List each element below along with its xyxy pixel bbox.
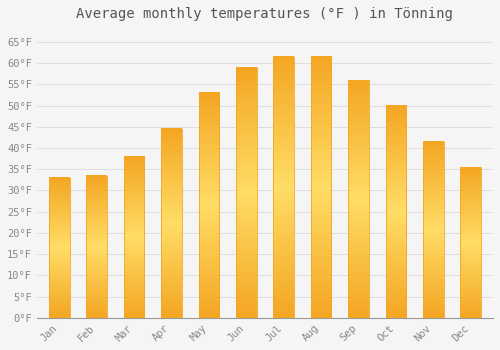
Title: Average monthly temperatures (°F ) in Tönning: Average monthly temperatures (°F ) in Tö… (76, 7, 454, 21)
Bar (124, 156, 144, 318)
Bar (49, 178, 70, 318)
Bar (310, 57, 332, 318)
Bar (386, 105, 406, 318)
Bar (460, 167, 481, 318)
Bar (348, 80, 368, 318)
Bar (236, 67, 256, 318)
Bar (423, 142, 444, 318)
Bar (198, 93, 219, 318)
Bar (86, 176, 107, 318)
Bar (161, 129, 182, 318)
Bar (274, 57, 294, 318)
